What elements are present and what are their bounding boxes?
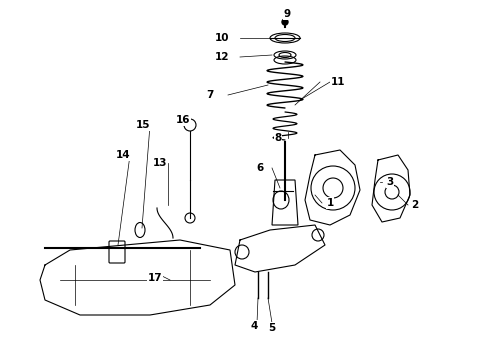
Text: 6: 6 xyxy=(256,163,264,173)
Text: 15: 15 xyxy=(136,120,150,130)
Text: 7: 7 xyxy=(206,90,214,100)
Text: 5: 5 xyxy=(269,323,275,333)
Text: 2: 2 xyxy=(412,200,418,210)
Text: 3: 3 xyxy=(387,177,393,187)
Text: 16: 16 xyxy=(176,115,190,125)
Text: 8: 8 xyxy=(274,133,282,143)
Circle shape xyxy=(282,19,288,25)
Text: 10: 10 xyxy=(215,33,229,43)
Text: 4: 4 xyxy=(250,321,258,331)
Text: 11: 11 xyxy=(331,77,345,87)
Text: 9: 9 xyxy=(283,9,291,19)
Text: 17: 17 xyxy=(147,273,162,283)
Text: 12: 12 xyxy=(215,52,229,62)
Text: 13: 13 xyxy=(153,158,167,168)
Text: 14: 14 xyxy=(116,150,130,160)
Text: 1: 1 xyxy=(326,198,334,208)
